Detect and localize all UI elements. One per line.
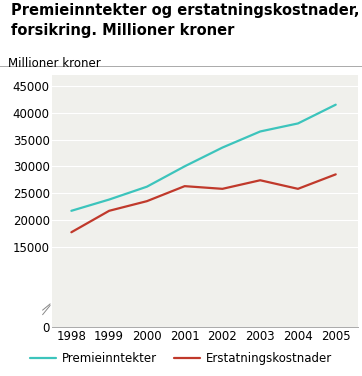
Premieinntekter <box>220 145 224 150</box>
Erstatningskostnader <box>333 172 338 177</box>
Erstatningskostnader <box>258 178 262 182</box>
Text: Premieinntekter og erstatningskostnader, skade-
forsikring. Millioner kroner: Premieinntekter og erstatningskostnader,… <box>11 3 362 38</box>
Premieinntekter <box>69 209 73 213</box>
Erstatningskostnader <box>145 199 149 203</box>
Erstatningskostnader <box>107 209 111 213</box>
Premieinntekter <box>145 185 149 189</box>
Premieinntekter <box>333 102 338 107</box>
Premieinntekter <box>182 164 187 168</box>
Legend: Premieinntekter, Erstatningskostnader: Premieinntekter, Erstatningskostnader <box>25 348 337 370</box>
Premieinntekter <box>296 121 300 126</box>
Text: Millioner kroner: Millioner kroner <box>8 57 101 70</box>
Line: Erstatningskostnader: Erstatningskostnader <box>71 174 336 232</box>
Line: Premieinntekter: Premieinntekter <box>71 105 336 211</box>
Erstatningskostnader <box>182 184 187 188</box>
Premieinntekter <box>258 129 262 134</box>
Erstatningskostnader <box>296 186 300 191</box>
Erstatningskostnader <box>220 186 224 191</box>
Erstatningskostnader <box>69 230 73 235</box>
Premieinntekter <box>107 197 111 202</box>
